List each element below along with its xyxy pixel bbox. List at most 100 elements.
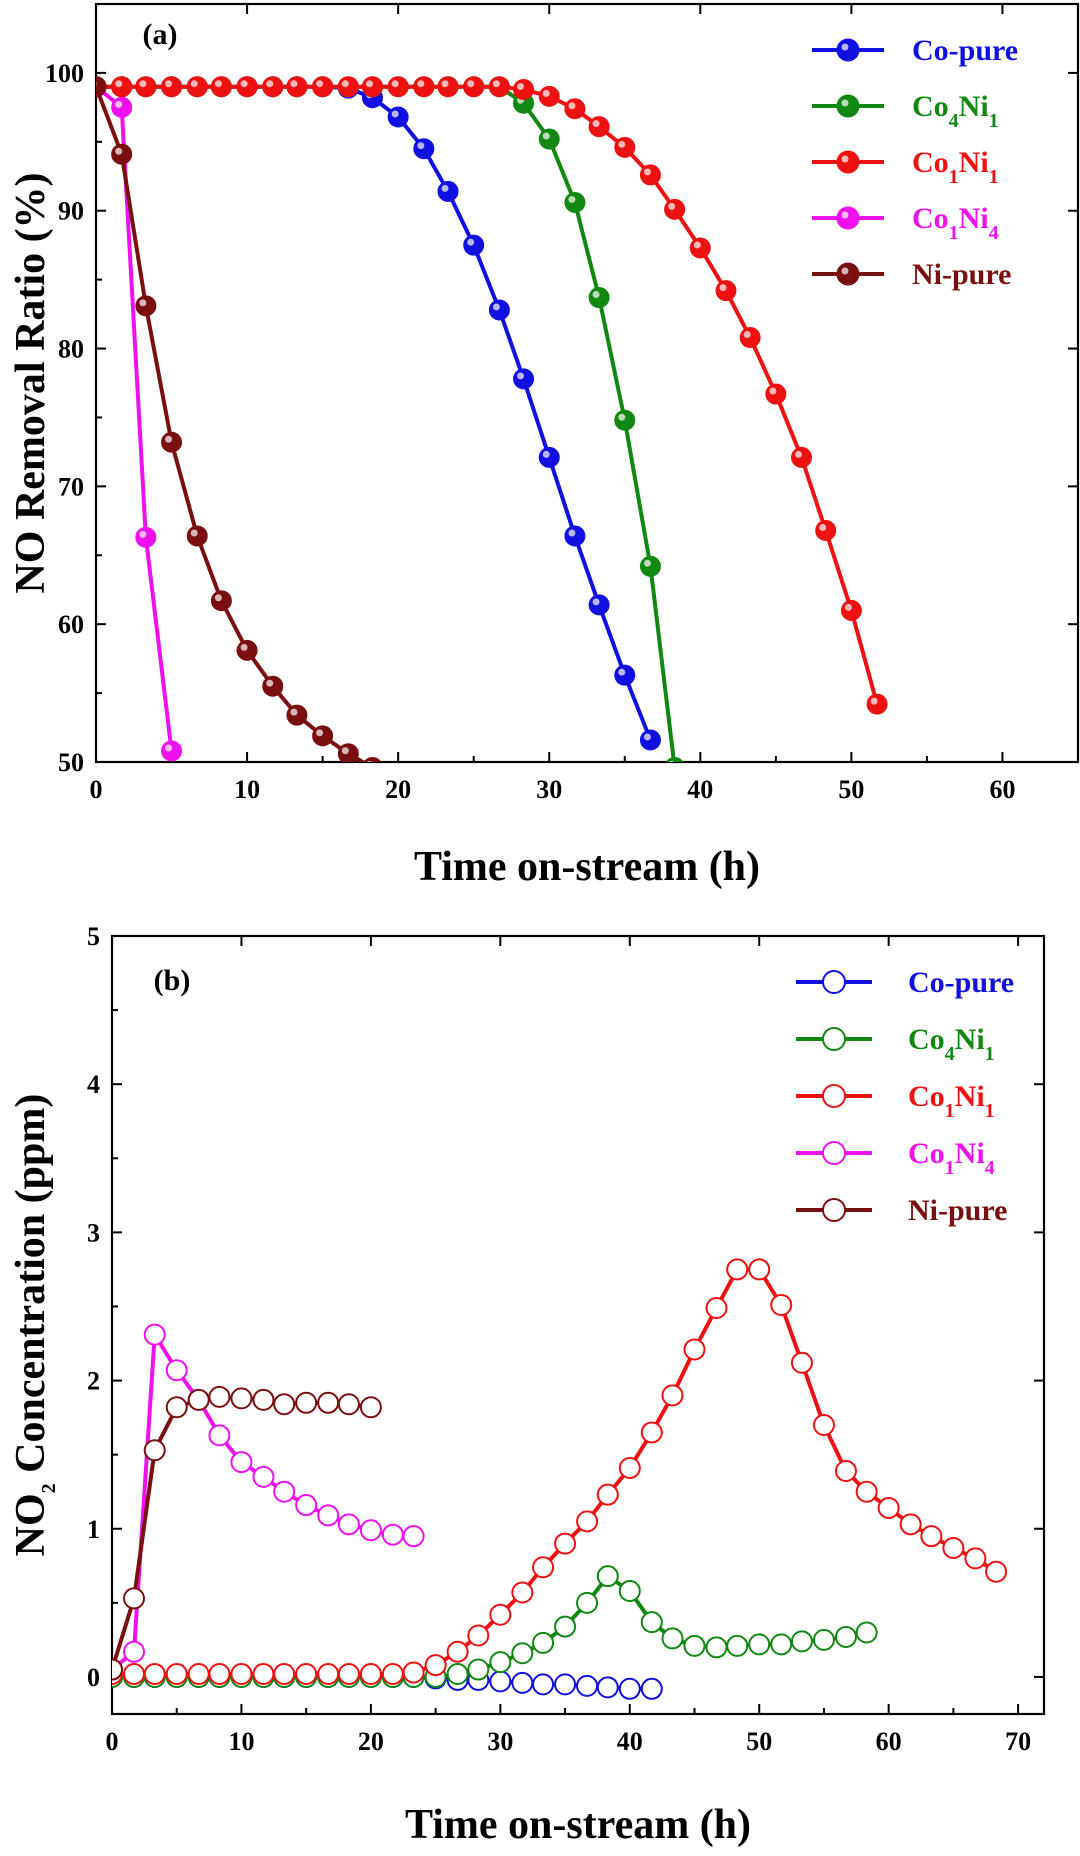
data-point-highlight	[467, 80, 475, 88]
y-tick-label: 90	[58, 197, 84, 226]
data-point	[614, 409, 636, 431]
legend-marker-highlight	[841, 267, 849, 275]
data-point	[317, 1504, 340, 1527]
data-point	[511, 1671, 534, 1694]
data-point	[143, 1323, 166, 1346]
data-point-highlight	[693, 241, 701, 249]
data-point	[143, 1439, 166, 1462]
data-point	[614, 664, 636, 686]
data-point	[381, 1662, 404, 1685]
data-point	[337, 743, 359, 762]
legend-marker	[822, 1084, 846, 1108]
series-Co1Ni1	[96, 76, 888, 715]
y-axis-title: NO Removal Ratio (%)	[8, 172, 54, 593]
data-point	[295, 1494, 318, 1517]
x-tick-label: 10	[234, 775, 260, 804]
data-point	[252, 1465, 275, 1488]
data-point-highlight	[391, 110, 399, 118]
data-point	[715, 280, 737, 302]
series-line	[96, 85, 174, 752]
y-tick-label: 3	[87, 1218, 100, 1247]
data-point	[513, 78, 535, 100]
data-point	[554, 1615, 577, 1638]
data-point	[639, 164, 661, 186]
data-point	[165, 1396, 188, 1419]
data-point	[286, 704, 308, 726]
legend-marker	[822, 1027, 846, 1051]
data-point	[96, 76, 107, 98]
data-point	[359, 1396, 382, 1419]
data-point	[312, 76, 334, 98]
data-point-highlight	[341, 747, 349, 755]
x-axis-title: Time on-stream (h)	[414, 844, 760, 890]
data-point	[812, 1628, 835, 1651]
data-point	[230, 1662, 253, 1685]
chart-panel-b: 0 10 20 30 40 50 60 70 0 1 2 3 4 5 Time on-stream (h) N…	[8, 922, 1046, 1848]
data-point	[123, 1587, 146, 1610]
data-point	[639, 729, 661, 751]
data-point	[359, 1662, 382, 1685]
data-point	[618, 1580, 641, 1603]
data-point	[739, 327, 761, 349]
y-tick-label: 0	[87, 1663, 100, 1692]
data-point	[437, 76, 459, 98]
data-point	[413, 138, 435, 160]
data-point-highlight	[844, 603, 852, 611]
data-point	[790, 1351, 813, 1374]
data-point	[111, 96, 133, 118]
data-point-highlight	[643, 168, 651, 176]
data-point	[942, 1537, 965, 1560]
data-point-highlight	[795, 450, 803, 458]
data-point	[834, 1459, 857, 1482]
data-point-highlight	[365, 80, 373, 88]
series-Co4Ni1	[96, 76, 684, 762]
data-point-highlight	[190, 529, 198, 537]
data-point	[538, 128, 560, 150]
data-point	[273, 1662, 296, 1685]
data-point	[402, 1525, 425, 1548]
data-point-highlight	[115, 80, 123, 88]
data-point-highlight	[139, 299, 147, 307]
data-point	[337, 1393, 360, 1416]
data-point	[165, 1359, 188, 1382]
legend-label: Co4Ni1	[908, 1023, 995, 1065]
data-point	[161, 431, 183, 453]
data-point	[705, 1296, 728, 1319]
data-point	[920, 1525, 943, 1548]
data-point	[262, 675, 284, 697]
data-point	[143, 1662, 166, 1685]
data-point-highlight	[391, 80, 399, 88]
series-line	[112, 1332, 414, 1672]
data-point	[812, 1414, 835, 1437]
x-tick-label: 60	[989, 775, 1015, 804]
data-point	[665, 757, 684, 762]
data-point	[161, 76, 183, 98]
legend-label: Ni-pure	[912, 258, 1011, 291]
data-point	[337, 1513, 360, 1536]
data-point	[489, 1670, 512, 1693]
series-line	[112, 1394, 372, 1671]
data-point-highlight	[568, 529, 576, 537]
x-tick-label: 10	[228, 1727, 254, 1756]
data-point	[187, 1388, 210, 1411]
data-point	[639, 555, 661, 577]
data-point	[683, 1634, 706, 1657]
data-point	[317, 1391, 340, 1414]
legend-marker	[822, 1198, 846, 1222]
legend-marker	[836, 94, 860, 118]
data-point	[135, 76, 157, 98]
legend-marker	[822, 970, 846, 994]
data-point-highlight	[417, 80, 425, 88]
data-point	[361, 76, 383, 98]
data-point	[312, 725, 334, 747]
data-point	[538, 446, 560, 468]
data-point	[554, 1673, 577, 1696]
data-point	[488, 76, 510, 98]
data-point-highlight	[316, 729, 324, 737]
y-tick-label: 80	[58, 335, 84, 364]
series-line	[96, 84, 879, 705]
data-point-highlight	[341, 80, 349, 88]
data-point	[210, 590, 232, 612]
